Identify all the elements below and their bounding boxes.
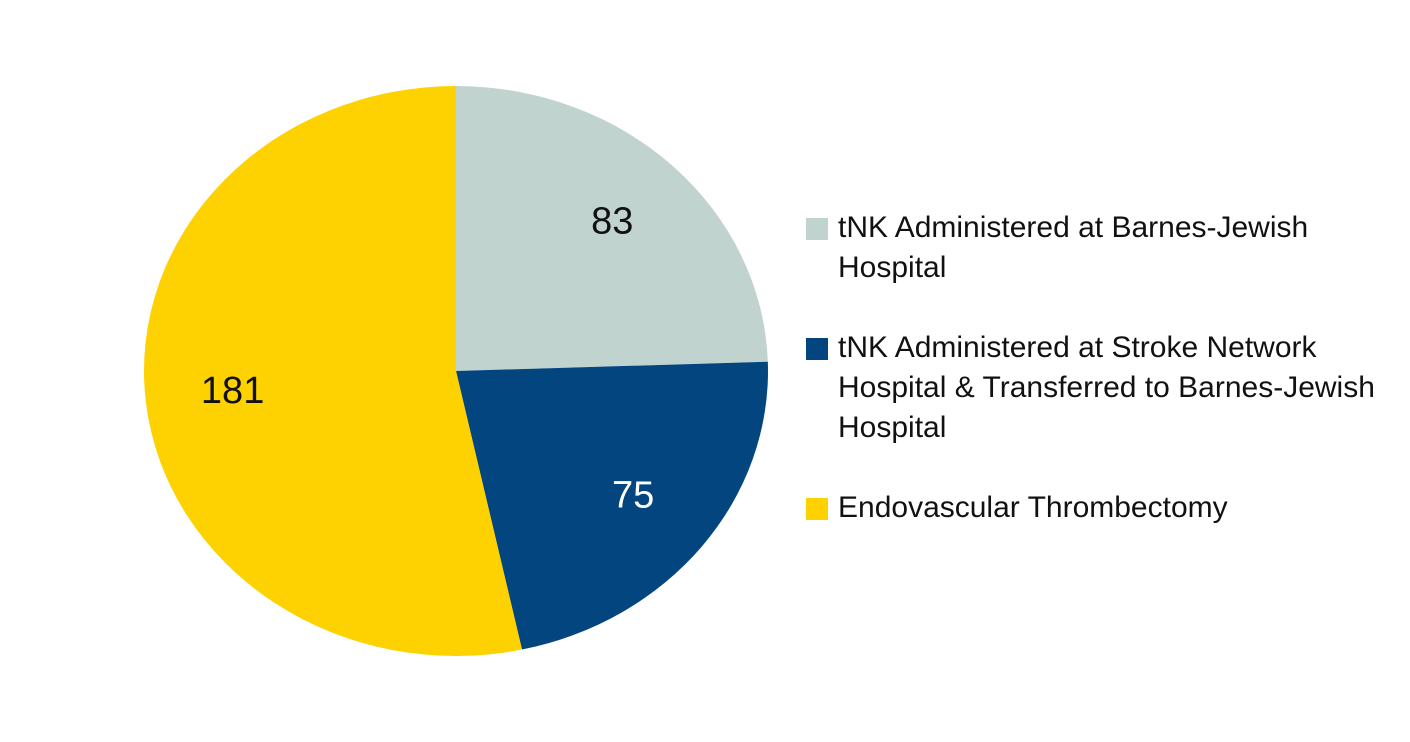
legend-label: tNK Administered at Barnes-Jewish Hospit… — [838, 211, 1309, 284]
legend: tNK Administered at Barnes-Jewish Hospit… — [806, 208, 1396, 568]
legend-item: tNK Administered at Barnes-Jewish Hospit… — [806, 208, 1396, 288]
legend-label: tNK Administered at Stroke Network Hospi… — [838, 331, 1375, 444]
legend-swatch — [806, 498, 828, 520]
legend-swatch — [806, 218, 828, 240]
legend-label: Endovascular Thrombectomy — [838, 491, 1228, 524]
pie-slice — [456, 361, 768, 650]
data-label: 83 — [591, 201, 633, 243]
legend-swatch — [806, 338, 828, 360]
legend-item: tNK Administered at Stroke Network Hospi… — [806, 328, 1396, 448]
pie-slice — [143, 86, 522, 656]
data-label: 181 — [201, 370, 264, 412]
pie-slice — [456, 86, 768, 371]
legend-item: Endovascular Thrombectomy — [806, 488, 1396, 528]
data-label: 75 — [612, 474, 654, 516]
